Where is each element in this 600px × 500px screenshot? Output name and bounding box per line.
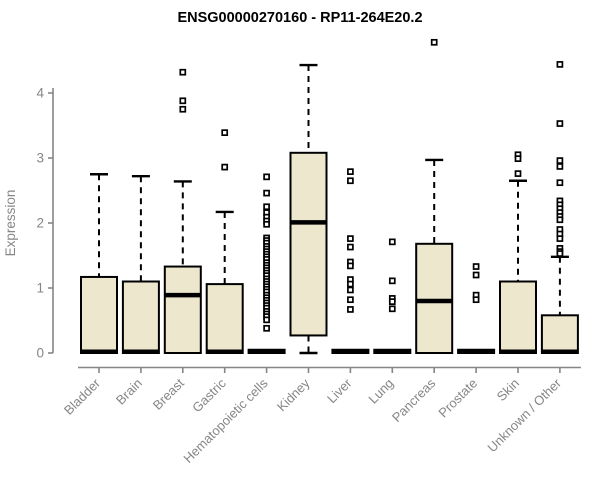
box-plot-brain — [121, 174, 160, 354]
outlier-point — [556, 216, 564, 224]
box-plot-unknown-other — [540, 61, 579, 354]
x-category-label: Unknown / Other — [484, 375, 564, 455]
box-plot-lung — [373, 238, 412, 354]
outlier-point — [556, 120, 564, 127]
chart-title: ENSG00000270160 - RP11-264E20.2 — [177, 10, 422, 26]
outlier-point — [388, 298, 396, 305]
outlier-point — [263, 324, 270, 332]
outlier-point — [514, 155, 522, 162]
outlier-point — [179, 68, 187, 76]
outlier-point — [221, 163, 229, 171]
iqr-box — [499, 280, 537, 354]
outlier-point — [347, 296, 354, 304]
outlier-point — [347, 262, 354, 270]
box-plot-bladder — [80, 173, 118, 355]
outlier-point — [472, 296, 480, 304]
outlier-point — [347, 168, 354, 175]
outlier-point — [514, 170, 522, 177]
x-category-label: Breast — [150, 375, 187, 412]
outlier-point — [556, 157, 564, 164]
outlier-point — [556, 235, 564, 242]
outlier-point — [430, 38, 438, 46]
outlier-point — [388, 238, 396, 246]
outlier-point — [347, 306, 354, 313]
outlier-point — [472, 271, 480, 279]
outlier-point — [347, 286, 354, 294]
outlier-point — [179, 97, 187, 105]
outlier-point — [347, 280, 354, 288]
outlier-point — [388, 305, 396, 313]
box-plot-hematopoietic-cells — [247, 173, 286, 354]
outlier-point — [347, 235, 354, 242]
x-category-label: Kidney — [274, 375, 313, 414]
box-plot-pancreas — [415, 38, 454, 354]
y-axis-label: Expression — [3, 190, 18, 257]
iqr-box — [540, 314, 579, 354]
box-plot-liver — [331, 168, 370, 354]
outlier-point — [347, 177, 354, 185]
box-plot-kidney — [289, 63, 328, 355]
y-tick-label: 3 — [36, 151, 44, 166]
outlier-point — [179, 105, 187, 113]
y-tick-label: 2 — [36, 216, 44, 231]
x-category-label: Brain — [113, 376, 145, 408]
box-plot-gastric — [205, 129, 244, 355]
outlier-point — [388, 277, 396, 285]
x-category-label: Skin — [494, 376, 522, 404]
outlier-point — [472, 263, 480, 270]
box-plot-breast — [163, 68, 202, 354]
box-plot-prostate — [457, 263, 496, 354]
outlier-point — [221, 129, 229, 136]
outlier-point — [347, 243, 354, 251]
x-category-label: Lung — [365, 376, 396, 407]
outlier-point — [556, 179, 564, 187]
outlier-point — [263, 203, 270, 211]
x-category-label: Bladder — [61, 375, 104, 418]
y-tick-label: 4 — [36, 86, 44, 101]
y-tick-label: 0 — [36, 346, 44, 361]
x-category-label: Gastric — [189, 375, 229, 415]
iqr-box — [80, 275, 118, 355]
outlier-point — [556, 163, 564, 170]
iqr-box — [289, 151, 328, 337]
box-plot-skin — [499, 151, 537, 354]
outlier-point — [556, 250, 564, 257]
y-tick-label: 1 — [36, 281, 44, 296]
outlier-point — [263, 316, 270, 324]
iqr-box — [415, 242, 454, 354]
outlier-point — [263, 220, 270, 228]
iqr-box — [163, 265, 202, 354]
outlier-point — [556, 61, 564, 68]
x-category-label: Pancreas — [389, 375, 439, 425]
outlier-point — [263, 173, 270, 181]
outlier-point — [263, 189, 270, 197]
iqr-box — [205, 283, 244, 355]
x-category-label: Prostate — [435, 376, 480, 421]
iqr-box — [121, 280, 160, 354]
x-category-label: Liver — [324, 375, 355, 406]
